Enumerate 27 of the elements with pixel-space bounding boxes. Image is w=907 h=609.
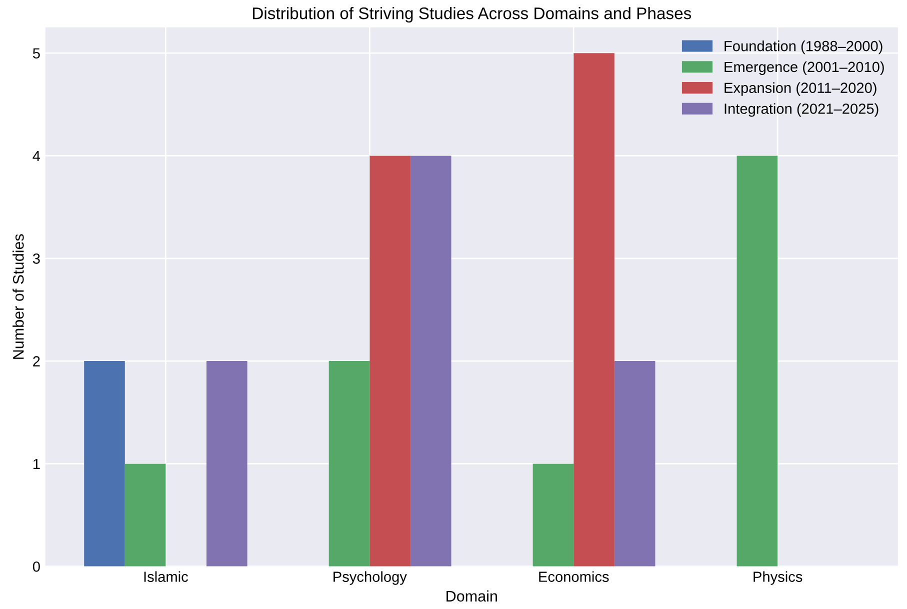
y-tick-label: 2 [33, 356, 40, 366]
y-tick-label: 0 [32, 561, 40, 572]
y-tick-label: 3 [32, 253, 40, 264]
x-tick-label: Psychology [334, 571, 407, 585]
y-axis-title: Number of Studies [12, 234, 24, 359]
bar [206, 361, 248, 566]
x-tick-label: Physics [754, 571, 802, 585]
bar [328, 361, 370, 566]
y-tick-label: 5 [32, 48, 40, 58]
x-tick-label: Islamic [144, 571, 188, 582]
bar [736, 156, 778, 566]
legend-label: Expansion (2011–2020) [724, 82, 876, 96]
bar [532, 464, 574, 566]
bar [84, 361, 125, 566]
y-tick-label: 1 [33, 458, 40, 469]
x-axis-title: Domain [446, 590, 497, 602]
legend-label: Integration (2021–2025) [724, 103, 878, 117]
chart-title: Distribution of Striving Studies Across Domains and Phases [253, 6, 692, 23]
legend-label: Emergence (2001–2010) [724, 61, 884, 76]
y-tick-label: 4 [32, 150, 40, 162]
bar [370, 156, 410, 566]
bar [614, 361, 656, 566]
x-tick-label: Economics [539, 571, 609, 582]
legend-label: Foundation (1988–2000) [724, 40, 882, 54]
bar [410, 156, 452, 566]
bar [574, 53, 614, 566]
bar [124, 464, 166, 566]
